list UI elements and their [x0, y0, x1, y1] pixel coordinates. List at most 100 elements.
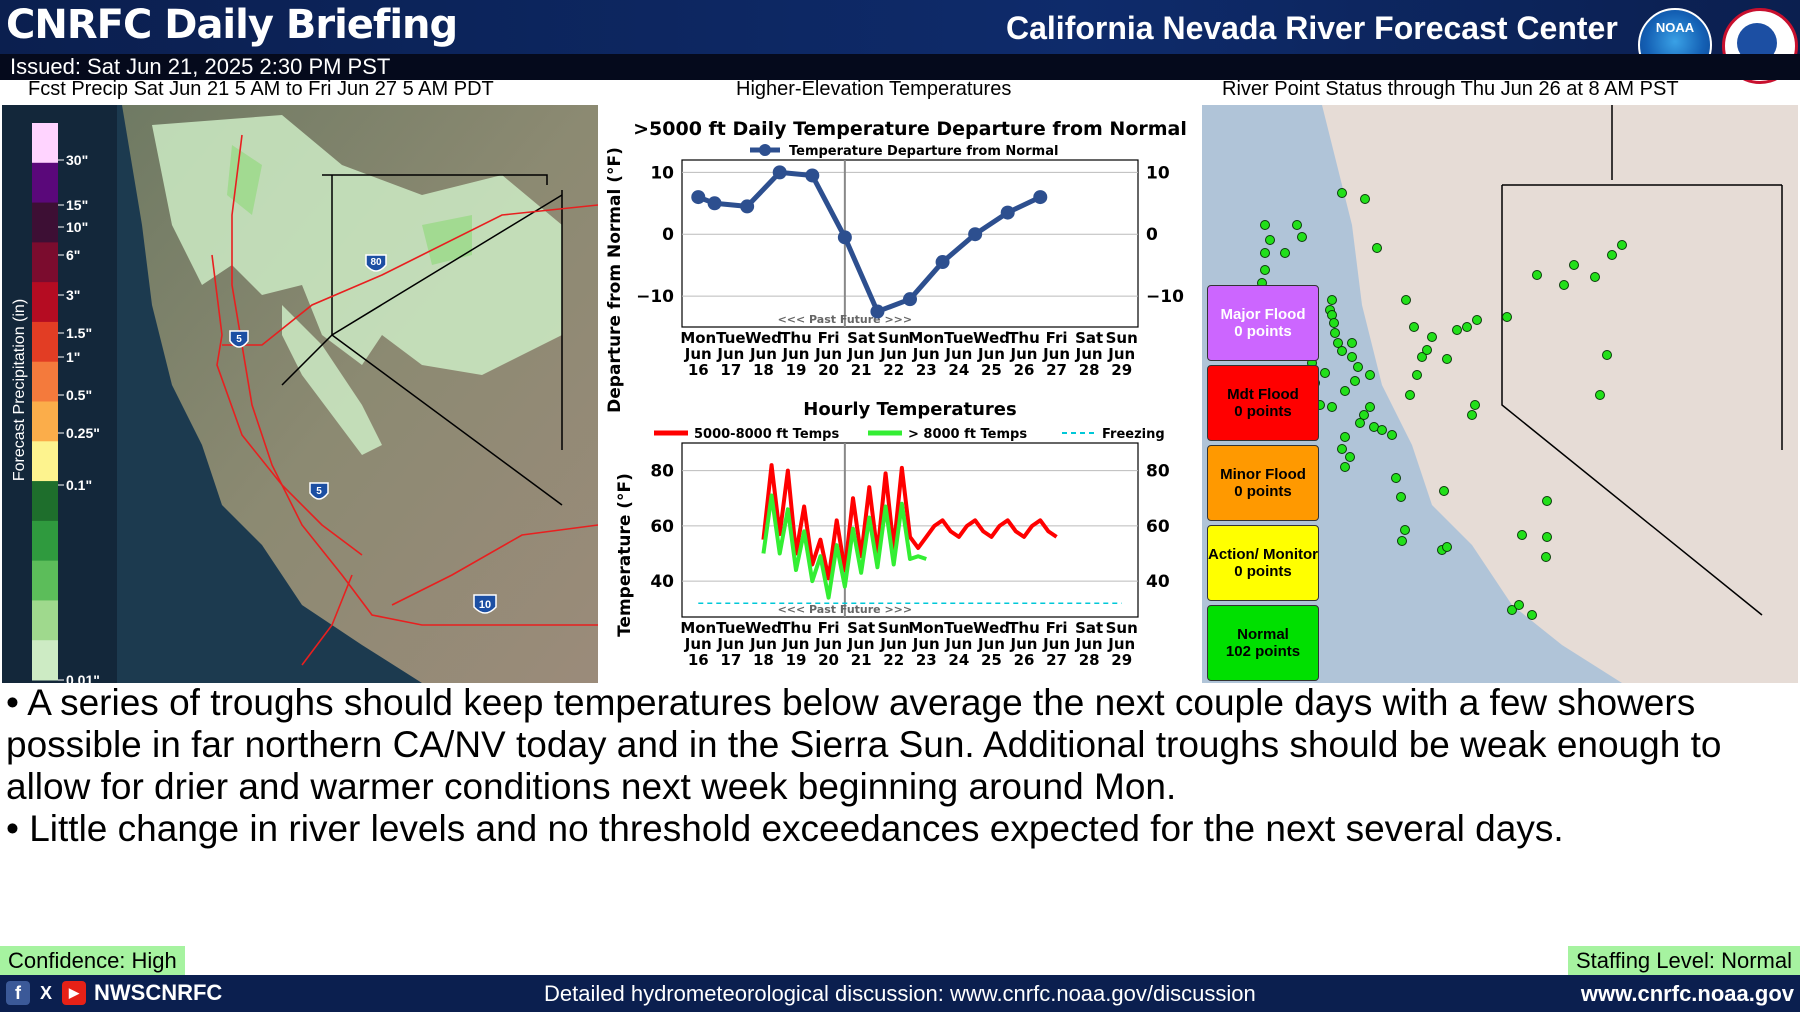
- y-tick-label: 0: [1146, 225, 1158, 245]
- river-point: [1337, 346, 1347, 356]
- hourly-legend-mid: 5000-8000 ft Temps: [694, 427, 839, 442]
- river-point: [1387, 430, 1397, 440]
- x-tick-day: Wed: [973, 619, 1010, 637]
- status-label: Minor Flood: [1220, 466, 1306, 483]
- facebook-icon[interactable]: f: [6, 981, 30, 1005]
- x-tick-day: Sun: [878, 619, 910, 637]
- y-tick-label: 10: [1146, 163, 1170, 183]
- legend-swatch: [32, 560, 58, 601]
- x-twitter-icon[interactable]: X: [39, 983, 52, 1003]
- highway-shield-5-north: 5: [229, 330, 249, 348]
- x-tick-month: Jun: [782, 345, 810, 363]
- river-point: [1260, 220, 1270, 230]
- legend-tick-label: 0.25": [66, 425, 100, 441]
- river-point: [1327, 402, 1337, 412]
- x-tick-day: Wed: [745, 329, 782, 347]
- x-tick-month: Jun: [912, 345, 940, 363]
- river-point: [1595, 390, 1605, 400]
- river-point: [1617, 240, 1627, 250]
- legend-tick-label: 0.5": [66, 387, 92, 403]
- x-tick-day: Sat: [1075, 329, 1103, 347]
- x-tick-date: 25: [981, 651, 1002, 669]
- x-tick-day: Wed: [745, 619, 782, 637]
- precip-panel-title: Fcst Precip Sat Jun 21 5 AM to Fri Jun 2…: [28, 78, 494, 100]
- x-tick-month: Jun: [814, 635, 842, 653]
- x-tick-date: 21: [851, 361, 872, 379]
- river-point: [1514, 600, 1524, 610]
- highway-shield-80: 80: [365, 254, 387, 272]
- bullet-2: • Little change in river levels and no t…: [6, 808, 1564, 849]
- x-tick-date: 22: [883, 651, 904, 669]
- hourly-legend: 5000-8000 ft Temps > 8000 ft Temps Freez…: [654, 427, 1165, 442]
- river-point: [1427, 332, 1437, 342]
- departure-point: [772, 165, 787, 180]
- y-tick-label: −10: [1146, 287, 1184, 307]
- x-tick-month: Jun: [1075, 635, 1103, 653]
- river-point: [1527, 610, 1537, 620]
- legend-tick-label: 0.01": [66, 672, 100, 683]
- x-tick-date: 29: [1111, 361, 1132, 379]
- hourly-series-0: [761, 463, 1058, 581]
- x-tick-date: 23: [916, 651, 937, 669]
- legend-swatch: [32, 401, 58, 442]
- river-point: [1607, 250, 1617, 260]
- river-point: [1329, 318, 1339, 328]
- river-point: [1347, 338, 1357, 348]
- river-point: [1397, 536, 1407, 546]
- river-point: [1340, 386, 1350, 396]
- status-box: Normal 102 points: [1207, 605, 1319, 681]
- x-tick-month: Jun: [944, 345, 972, 363]
- legend-swatch: [32, 361, 58, 402]
- precip-map: 80 5 5 10 30" 15" 10" 6" 3" 1.5" 1" 0.5" 0.25" 0.…: [2, 105, 598, 683]
- river-point: [1292, 220, 1302, 230]
- x-tick-month: Jun: [716, 635, 744, 653]
- river-point: [1355, 418, 1365, 428]
- x-tick-day: Thu: [1008, 329, 1040, 347]
- social-handle[interactable]: NWSCNRFC: [94, 980, 223, 1005]
- x-tick-date: 26: [1014, 361, 1035, 379]
- x-tick-date: 17: [720, 651, 741, 669]
- x-tick-day: Tue: [716, 619, 745, 637]
- briefing-bullets: • A series of troughs should keep temper…: [6, 682, 1796, 850]
- river-point: [1569, 260, 1579, 270]
- river-point: [1396, 492, 1406, 502]
- x-tick-day: Fri: [1046, 329, 1068, 347]
- x-tick-day: Tue: [944, 619, 973, 637]
- departure-legend: Temperature Departure from Normal: [750, 144, 1058, 159]
- x-tick-day: Thu: [1008, 619, 1040, 637]
- river-point: [1541, 552, 1551, 562]
- departure-point: [691, 190, 706, 205]
- x-tick-day: Fri: [818, 619, 840, 637]
- past-future-label: <<< Past Future >>>: [778, 313, 913, 326]
- x-tick-month: Jun: [944, 635, 972, 653]
- legend-tick-label: 30": [66, 152, 88, 168]
- page-title: CNRFC Daily Briefing: [6, 2, 458, 48]
- departure-legend-label: Temperature Departure from Normal: [789, 144, 1058, 159]
- x-tick-month: Jun: [847, 635, 875, 653]
- legend-tick-label: 15": [66, 197, 88, 213]
- issued-bar: Issued: Sat Jun 21, 2025 2:30 PM PST: [0, 54, 1800, 80]
- river-point: [1472, 315, 1482, 325]
- river-point: [1340, 432, 1350, 442]
- social-links: f X ▶ NWSCNRFC: [6, 980, 222, 1006]
- river-point: [1502, 312, 1512, 322]
- legend-swatch: [32, 321, 58, 363]
- legend-swatch: [32, 600, 58, 641]
- x-tick-date: 16: [688, 651, 709, 669]
- x-tick-month: Jun: [814, 345, 842, 363]
- river-point: [1260, 248, 1270, 258]
- x-tick-date: 27: [1046, 651, 1067, 669]
- river-point: [1340, 462, 1350, 472]
- x-tick-date: 18: [753, 361, 774, 379]
- status-label: Major Flood: [1220, 306, 1306, 323]
- website-link[interactable]: www.cnrfc.noaa.gov: [1580, 981, 1794, 1006]
- legend-tick-label: 6": [66, 247, 80, 263]
- temperature-charts-svg: >5000 ft Daily Temperature Departure fro…: [605, 118, 1187, 669]
- x-tick-month: Jun: [749, 635, 777, 653]
- river-point: [1507, 605, 1517, 615]
- legend-swatch: [32, 162, 58, 204]
- x-tick-day: Fri: [818, 329, 840, 347]
- discussion-link[interactable]: Detailed hydrometeorological discussion:…: [544, 981, 1256, 1006]
- legend-swatch: [32, 441, 58, 482]
- youtube-icon[interactable]: ▶: [62, 981, 86, 1005]
